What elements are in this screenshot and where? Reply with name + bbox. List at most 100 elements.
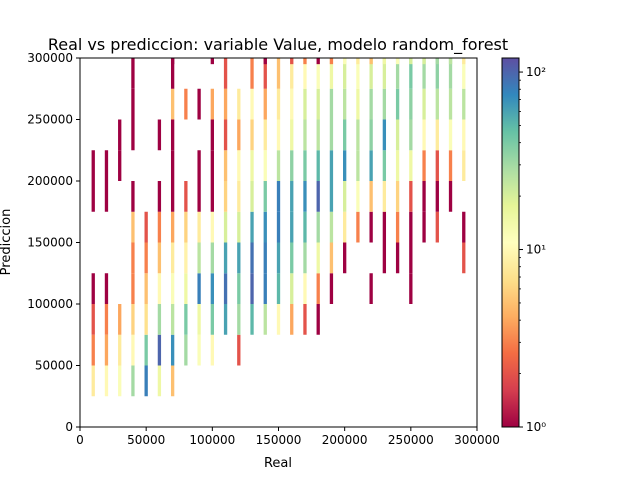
heatmap-cell [369, 150, 373, 181]
heatmap-cell [369, 181, 373, 212]
heatmap-cell [395, 150, 400, 181]
heatmap-cell [343, 211, 347, 243]
heatmap-cell [290, 181, 294, 212]
x-axis-ticks: 0 50000 100000 150000 200000 250000 300000 [76, 427, 500, 447]
heatmap-cell [250, 150, 254, 181]
heatmap-cell [329, 119, 334, 151]
heatmap-cell [409, 119, 413, 151]
heatmap-cell [91, 334, 95, 366]
heatmap-cell [382, 88, 387, 120]
heatmap-cell [303, 242, 307, 274]
heatmap-cell [184, 242, 188, 274]
heatmap-cell [184, 304, 188, 335]
heatmap-cell [223, 211, 228, 243]
heatmap-cell [369, 58, 373, 65]
heatmap-cell [170, 273, 175, 304]
heatmap-cell [197, 211, 201, 243]
heatmap-cell [170, 88, 175, 120]
heatmap-cell [409, 273, 413, 304]
heatmap-cell [170, 211, 175, 243]
heatmap-cell [435, 58, 439, 89]
heatmap-cell [329, 273, 334, 304]
heatmap-cell [290, 58, 294, 65]
heatmap-cell [422, 58, 426, 65]
heatmap-cell [157, 119, 162, 151]
heatmap-cell [263, 181, 267, 212]
colorbar-tick-label: 10⁰ [526, 420, 546, 434]
heatmap-cell [170, 150, 175, 181]
heatmap-cell [184, 211, 188, 243]
heatmap-cell [210, 273, 214, 304]
heatmap-cell [356, 58, 360, 65]
heatmap-cell [343, 150, 347, 181]
heatmap-cell [237, 304, 241, 335]
heatmap-cell [197, 150, 201, 181]
heatmap-cell [210, 181, 214, 212]
heatmap-cell [316, 181, 320, 212]
y-tick-label: 0 [65, 420, 73, 434]
heatmap-cell [104, 365, 109, 397]
heatmap-cell [223, 58, 228, 89]
heatmap-cell [395, 58, 400, 89]
heatmap-cell [395, 211, 400, 243]
heatmap-cell [237, 334, 241, 366]
heatmap-cell [144, 211, 148, 243]
heatmap-cell [157, 181, 162, 212]
heatmap-cell [329, 211, 334, 243]
heatmap-cell [369, 88, 373, 120]
heatmap-cell [197, 304, 201, 335]
heatmap-cell [184, 334, 188, 366]
x-tick-label: 0 [76, 433, 84, 447]
heatmap-cell [409, 88, 413, 120]
heatmap-cell [210, 211, 214, 243]
heatmap-cell [290, 211, 294, 243]
heatmap-cell [303, 273, 307, 304]
heatmap-cell [157, 211, 162, 243]
heatmap-cell [91, 365, 95, 397]
heatmap-cell [356, 150, 360, 181]
y-tick-label: 150000 [27, 236, 73, 250]
heatmap-cell [263, 211, 267, 243]
heatmap-cell [382, 58, 387, 65]
x-tick-label: 250000 [388, 433, 434, 447]
heatmap-cell [329, 58, 334, 65]
heatmap-cell [435, 181, 439, 212]
heatmap-cell [276, 242, 281, 274]
heatmap-cell [118, 365, 122, 397]
heatmap-cell [303, 150, 307, 181]
heatmap-cell [263, 58, 267, 89]
colorbar-ticks: 10⁰ 10¹ 10² [519, 65, 546, 434]
heatmap-cell [303, 58, 307, 89]
heatmap-cell [409, 58, 413, 65]
heatmap-cell [290, 242, 294, 274]
heatmap-cell [144, 334, 148, 366]
heatmap-cell [435, 58, 439, 65]
heatmap-cell [197, 273, 201, 304]
y-tick-label: 200000 [27, 174, 73, 188]
heatmap-cell [422, 150, 426, 181]
heatmap-cell [462, 119, 466, 151]
heatmap-cell [223, 181, 228, 212]
heatmap-cell [395, 119, 400, 151]
heatmap-cell [316, 150, 320, 181]
heatmap-cell [237, 211, 241, 243]
heatmap-cell [104, 273, 109, 304]
heatmap-cell [237, 273, 241, 304]
heatmap-cell [329, 181, 334, 212]
heatmap-cell [395, 58, 400, 65]
heatmap-cell [448, 119, 453, 151]
heatmap-cell [131, 365, 135, 397]
heatmap-cell [131, 334, 135, 366]
heatmap-cell [290, 88, 294, 120]
heatmap-cell [223, 88, 228, 120]
chart-title: Real vs prediccion: variable Value, mode… [48, 35, 508, 55]
heatmap-cell [382, 58, 387, 89]
heatmap-cell [343, 242, 347, 274]
heatmap-cell [276, 119, 281, 151]
heatmap-cell [184, 88, 188, 120]
heatmap-cell [170, 304, 175, 335]
heatmap-cell [395, 88, 400, 120]
heatmap-cell [197, 181, 201, 212]
heatmap-cell [382, 119, 387, 151]
heatmap-cell [303, 304, 307, 335]
